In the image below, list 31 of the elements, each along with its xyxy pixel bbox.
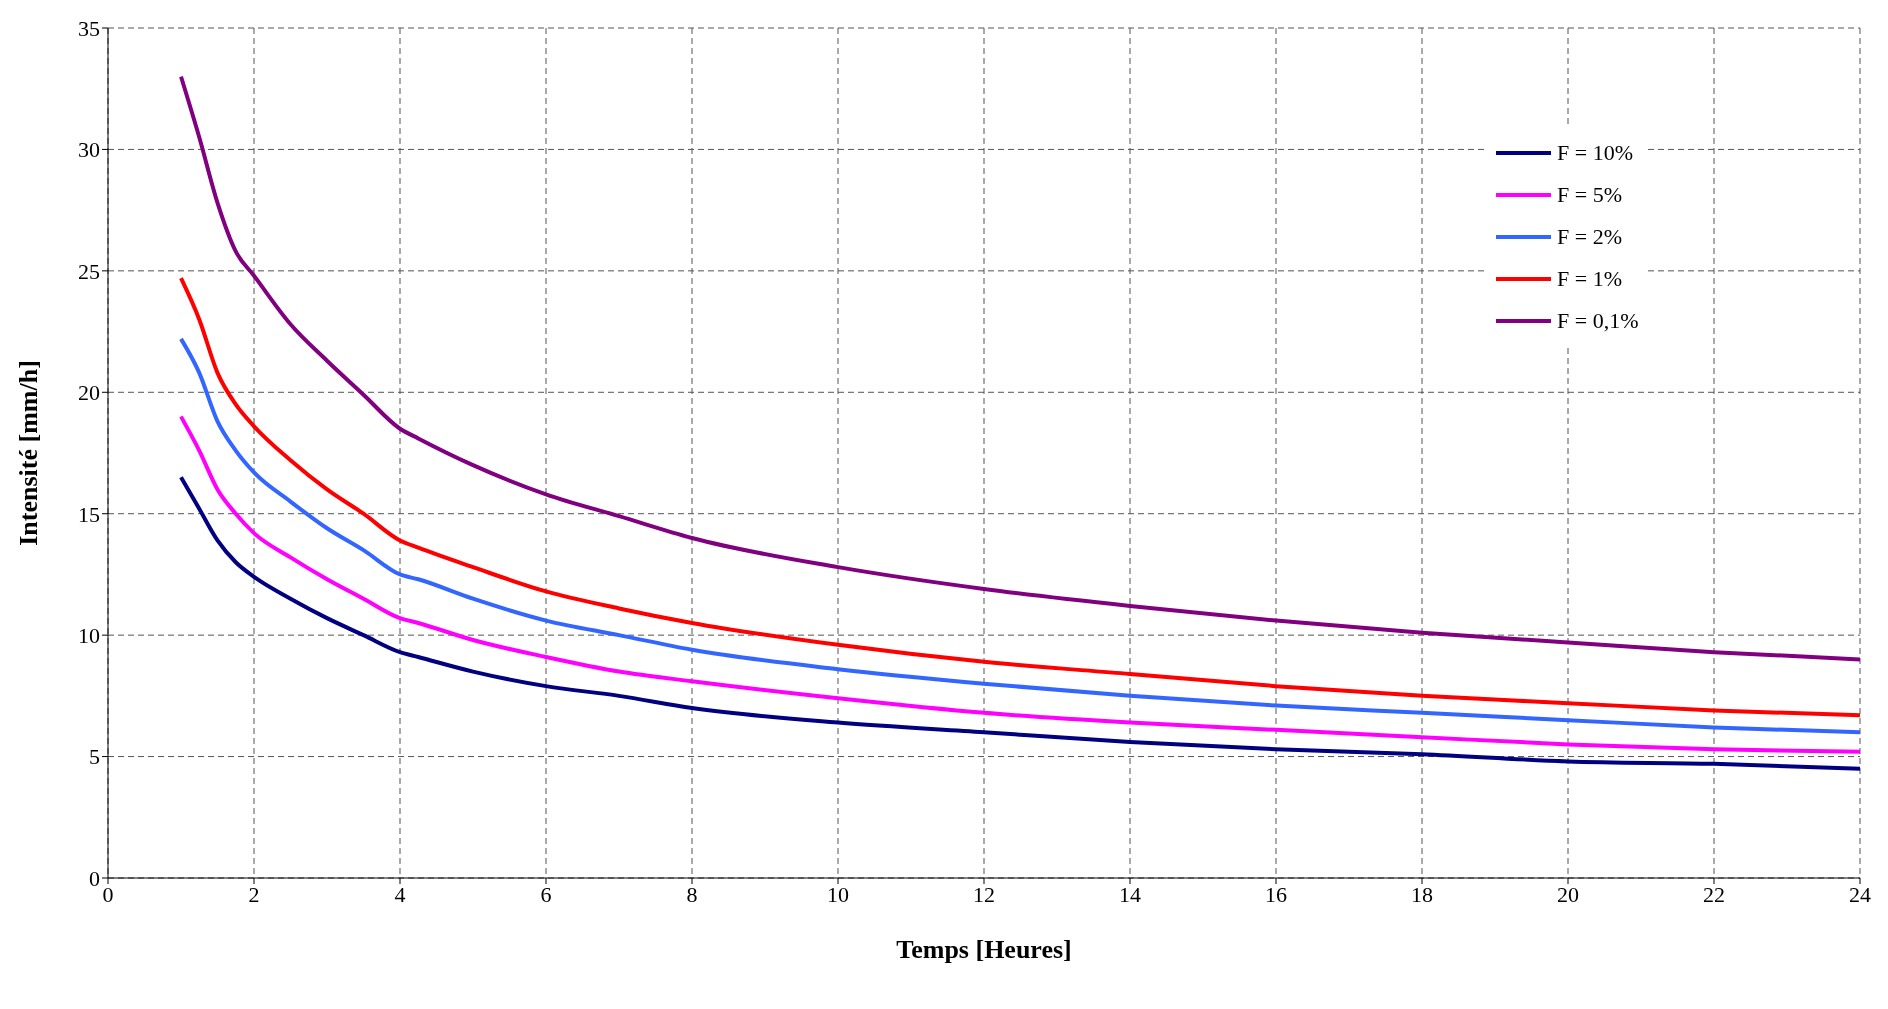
- y-tick-label: 5: [89, 744, 100, 770]
- x-tick-label: 2: [248, 881, 260, 907]
- y-tick-label: 20: [78, 380, 100, 406]
- x-tick-label: 14: [1119, 881, 1141, 907]
- y-tick-label: 30: [78, 137, 100, 163]
- y-axis-title: Intensité [mm/h]: [14, 360, 44, 546]
- y-tick-label: 10: [78, 622, 100, 648]
- x-tick-label: 16: [1265, 881, 1287, 907]
- line-series: [179, 414, 1860, 754]
- legend-label: F = 1%: [1557, 266, 1622, 292]
- y-tick-label: 0: [89, 865, 100, 891]
- y-tick-label: 25: [78, 258, 100, 284]
- legend-label: F = 10%: [1557, 140, 1633, 166]
- x-tick-label: 18: [1411, 881, 1433, 907]
- x-tick-label: 10: [827, 881, 849, 907]
- x-axis-title: Temps [Heures]: [896, 935, 1072, 964]
- x-tick-label: 24: [1849, 881, 1871, 907]
- x-tick-label: 6: [540, 881, 552, 907]
- x-tick-label: 20: [1557, 881, 1579, 907]
- line-series: [179, 475, 1860, 771]
- line-series: [179, 74, 1860, 662]
- x-tick-label: 8: [686, 881, 698, 907]
- x-tick-label: 12: [973, 881, 995, 907]
- line-series: [179, 336, 1860, 735]
- x-tick-label: 22: [1703, 881, 1725, 907]
- x-tick-label: 4: [394, 881, 406, 907]
- legend-label: F = 5%: [1557, 182, 1622, 208]
- y-tick-label: 35: [78, 15, 100, 41]
- legend-label: F = 0,1%: [1557, 308, 1639, 334]
- y-tick-label: 15: [78, 501, 100, 527]
- legend-label: F = 2%: [1557, 224, 1622, 250]
